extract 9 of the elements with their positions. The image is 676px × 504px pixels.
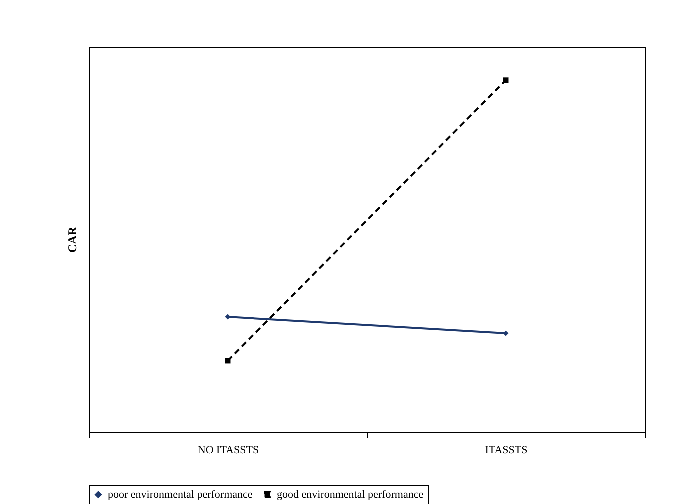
point — [225, 314, 231, 320]
point — [503, 330, 509, 336]
point — [503, 78, 509, 84]
y-axis-title: CAR — [66, 226, 80, 253]
legend-label: poor environmental performance — [108, 488, 253, 501]
point — [225, 358, 231, 364]
x-tick-label: NO ITASSTS — [198, 444, 260, 456]
x-tick-label: ITASSTS — [485, 444, 528, 456]
legend-label: good environmental performance — [277, 488, 424, 501]
